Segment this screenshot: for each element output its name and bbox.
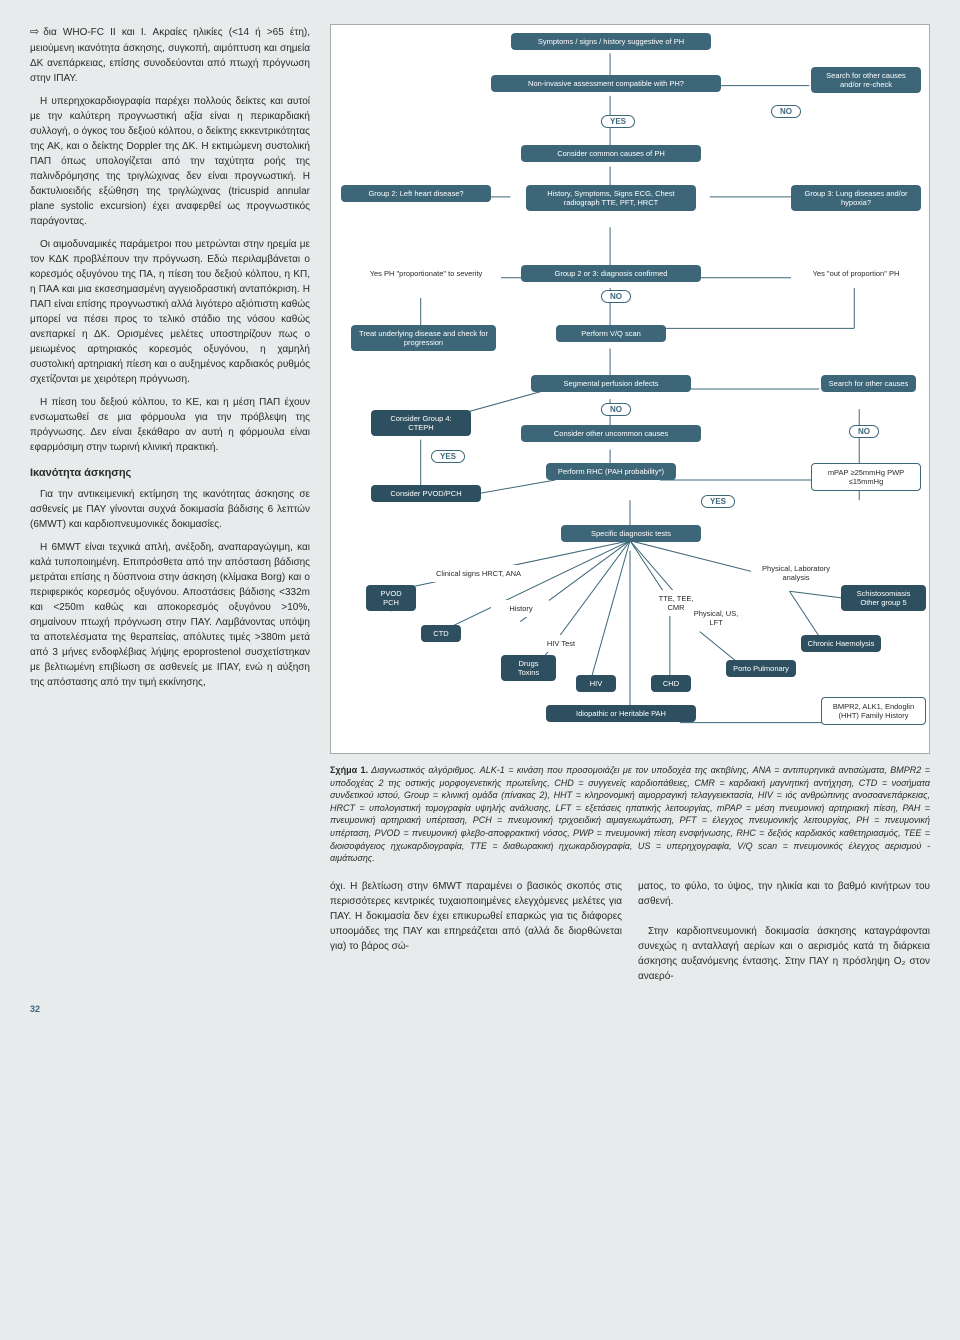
flow-node: Group 3: Lung diseases and/or hypoxia? [791,185,921,211]
flow-node: BMPR2, ALK1, Endoglin (HHT) Family Histo… [821,697,926,725]
flow-label: History [491,600,551,617]
flow-node: CTD [421,625,461,642]
figure-caption: Σχήμα 1. Διαγνωστικός αλγόριθμος. ALK-1 … [330,764,930,865]
left-column: δια WHO-FC II και I. Ακραίες ηλικίες (<1… [30,24,310,984]
flow-node: mPAP ≥25mmHg PWP ≤15mmHg [811,463,921,491]
flow-node: Group 2: Left heart disease? [341,185,491,202]
flow-node: Perform V/Q scan [556,325,666,342]
flow-node: Treat underlying disease and check for p… [351,325,496,351]
flow-label: Physical, Laboratory analysis [751,560,841,586]
flow-node: Drugs Toxins [501,655,556,681]
flow-node: Chronic Haemolysis [801,635,881,652]
yes-pill: YES [701,495,735,508]
bottom-col-2: ματος, το φύλο, το ύψος, την ηλικία και … [638,879,930,984]
flow-node: Consider PVOD/PCH [371,485,481,502]
flow-node: Consider Group 4: CTEPH [371,410,471,436]
no-pill: NO [771,105,801,118]
bottom-col-1: όχι. Η βελτίωση στην 6MWT παραμένει ο βα… [330,879,622,984]
flow-node: Perform RHC (PAH probability*) [546,463,676,480]
flow-node: HIV [576,675,616,692]
flow-node: Search for other causes and/or re-check [811,67,921,93]
flow-node: Specific diagnostic tests [561,525,701,542]
flow-node: Symptoms / signs / history suggestive of… [511,33,711,50]
flow-node: PVOD PCH [366,585,416,611]
flow-node: Group 2 or 3: diagnosis confirmed [521,265,701,282]
right-column: Symptoms / signs / history suggestive of… [330,24,930,984]
flow-node: History, Symptoms, Signs ECG, Chest radi… [526,185,696,211]
flow-node: Segmental perfusion defects [531,375,691,392]
paragraph: Η υπερηχοκαρδιογραφία παρέχει πολλούς δε… [30,94,310,229]
flow-node: Idiopathic or Heritable PAH [546,705,696,722]
caption-label: Σχήμα 1. [330,765,368,775]
flow-node: Consider other uncommon causes [521,425,701,442]
flow-node: Consider common causes of PH [521,145,701,162]
caption-text: Διαγνωστικός αλγόριθμος. ALK-1 = κινάση … [330,765,930,863]
flow-label: Clinical signs HRCT, ANA [416,565,541,582]
flow-label: Physical, US, LFT [686,605,746,631]
flow-node: Search for other causes [821,375,916,392]
no-pill: NO [849,425,879,438]
bottom-columns: όχι. Η βελτίωση στην 6MWT παραμένει ο βα… [330,879,930,984]
paragraph: Η πίεση του δεξιού κόλπου, το ΚΕ, και η … [30,395,310,455]
flow-label: HIV Test [531,635,591,652]
flow-node: CHD [651,675,691,692]
flow-label: Yes "out of proportion" PH [791,265,921,282]
flow-label: Yes PH "proportionate" to severity [351,265,501,282]
paragraph: δια WHO-FC II και I. Ακραίες ηλικίες (<1… [30,24,310,86]
yes-pill: YES [601,115,635,128]
no-pill: NO [601,403,631,416]
subheading: Ικανότητα άσκησης [30,465,310,482]
page-number: 32 [30,1004,930,1014]
diagnostic-flowchart: Symptoms / signs / history suggestive of… [330,24,930,754]
flow-node: Porto Pulmonary [726,660,796,677]
no-pill: NO [601,290,631,303]
paragraph: Η 6MWT είναι τεχνικά απλή, ανέξοδη, αναπ… [30,540,310,690]
paragraph: Οι αιμοδυναμικές παράμετροι που μετρώντα… [30,237,310,387]
paragraph: Για την αντικειμενική εκτίμηση της ικανό… [30,487,310,532]
yes-pill: YES [431,450,465,463]
flow-node: Schistosomiasis Other group 5 [841,585,926,611]
flow-node: Non-invasive assessment compatible with … [491,75,721,92]
